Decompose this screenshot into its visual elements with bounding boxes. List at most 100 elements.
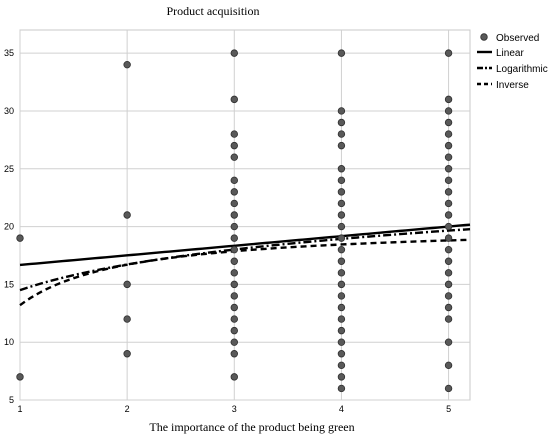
- data-point: [230, 315, 238, 323]
- legend-logarithmic-label: Logarithmic: [496, 64, 548, 75]
- data-point: [444, 141, 453, 150]
- data-point: [337, 338, 346, 346]
- data-point: [337, 130, 346, 138]
- data-point: [230, 211, 238, 219]
- data-point: [337, 303, 346, 312]
- data-point: [444, 269, 453, 277]
- plot-area: 1 2 3 4 5 5 10 15 20 25 30 35: [4, 29, 471, 414]
- data-point: [444, 384, 453, 393]
- data-point: [230, 199, 238, 208]
- data-point: [123, 280, 131, 289]
- data-point: [337, 118, 346, 127]
- x-axis-label: The importance of the product being gree…: [149, 420, 354, 434]
- data-point: [230, 257, 238, 265]
- fit-line-inverse: [19, 238, 471, 307]
- data-point: [230, 245, 238, 254]
- x-tick-label: 2: [125, 404, 130, 414]
- data-point: [337, 269, 346, 277]
- data-point: [230, 280, 238, 289]
- data-point: [337, 326, 346, 335]
- y-tick-label: 5: [9, 395, 14, 405]
- data-point: [16, 373, 24, 381]
- y-tick-label: 25: [4, 164, 14, 174]
- data-point: [337, 361, 346, 370]
- data-point: [444, 222, 453, 231]
- y-tick-labels: 5 10 15 20 25 30 35: [4, 48, 14, 405]
- data-point: [337, 245, 346, 254]
- fit-lines: [19, 223, 471, 307]
- data-point: [230, 350, 238, 358]
- data-point: [230, 95, 238, 104]
- y-tick-label: 35: [4, 48, 14, 58]
- data-point: [337, 107, 346, 115]
- data-point: [123, 315, 131, 323]
- data-point: [230, 153, 238, 161]
- data-point: [444, 338, 453, 346]
- grid: [19, 30, 470, 401]
- legend-linear-label: Linear: [496, 48, 524, 59]
- data-point: [337, 384, 346, 393]
- data-point: [230, 234, 238, 242]
- data-point: [444, 176, 453, 185]
- y-tick-label: 30: [4, 106, 14, 116]
- data-point: [337, 188, 346, 196]
- x-tick-label: 3: [232, 404, 237, 414]
- data-point: [337, 222, 346, 231]
- data-point: [230, 176, 238, 185]
- data-point: [444, 199, 453, 208]
- data-point: [337, 350, 346, 358]
- data-point: [230, 303, 238, 312]
- data-point: [337, 141, 346, 150]
- data-point: [337, 176, 346, 185]
- data-point: [444, 188, 453, 196]
- x-tick-label: 5: [446, 404, 451, 414]
- data-point: [230, 141, 238, 150]
- data-point: [444, 303, 453, 312]
- data-point: [444, 153, 453, 161]
- data-point: [16, 234, 24, 242]
- data-point: [444, 315, 453, 323]
- data-point: [444, 280, 453, 289]
- data-point: [230, 292, 238, 300]
- legend-observed-marker: [480, 33, 488, 41]
- data-point: [444, 361, 453, 370]
- data-point: [444, 165, 453, 173]
- data-point: [337, 234, 346, 242]
- data-point: [337, 292, 346, 300]
- data-point: [337, 49, 346, 57]
- y-tick-label: 10: [4, 337, 14, 347]
- data-point: [444, 211, 453, 219]
- data-point: [230, 326, 238, 335]
- observed-points: [16, 49, 453, 393]
- data-point: [444, 107, 453, 115]
- data-point: [444, 292, 453, 300]
- legend-inverse-label: Inverse: [496, 80, 529, 91]
- data-point: [230, 49, 238, 57]
- data-point: [230, 373, 238, 381]
- fit-line-logarithmic: [19, 227, 471, 292]
- data-point: [337, 165, 346, 173]
- legend: Observed Linear Logarithmic Inverse: [477, 33, 548, 91]
- data-point: [444, 95, 453, 104]
- legend-observed-label: Observed: [496, 33, 539, 44]
- data-point: [230, 269, 238, 277]
- data-point: [337, 257, 346, 265]
- x-tick-label: 4: [339, 404, 344, 414]
- data-point: [123, 211, 131, 219]
- chart-title: Product acquisition: [167, 4, 260, 18]
- data-point: [230, 130, 238, 138]
- plot-frame: [19, 29, 471, 401]
- data-point: [444, 118, 453, 127]
- x-tick-labels: 1 2 3 4 5: [17, 404, 451, 414]
- data-point: [337, 315, 346, 323]
- x-tick-label: 1: [17, 404, 22, 414]
- y-tick-label: 20: [4, 222, 14, 232]
- data-point: [444, 234, 453, 242]
- data-point: [337, 373, 346, 381]
- data-point: [123, 60, 131, 69]
- data-point: [444, 49, 453, 57]
- y-tick-label: 15: [4, 279, 14, 289]
- data-point: [337, 211, 346, 219]
- fit-line-linear: [19, 223, 471, 267]
